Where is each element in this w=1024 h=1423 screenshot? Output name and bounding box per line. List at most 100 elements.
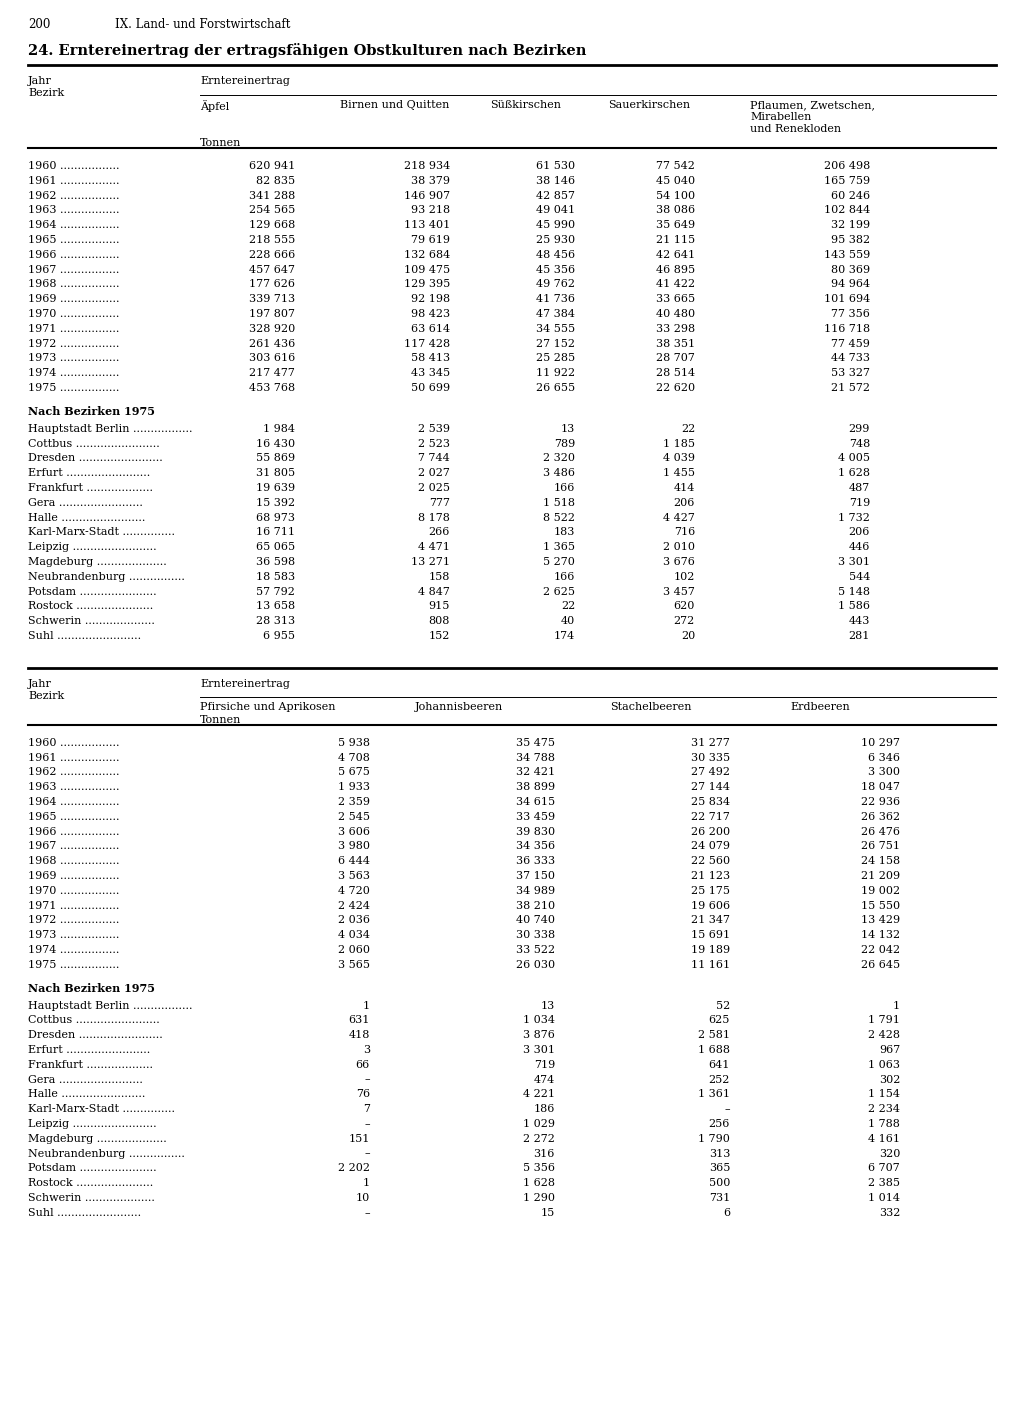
Text: 93 218: 93 218	[411, 205, 450, 215]
Text: 3: 3	[362, 1044, 370, 1054]
Text: 11 922: 11 922	[536, 369, 575, 379]
Text: 1972 .................: 1972 .................	[28, 915, 120, 925]
Text: 13 271: 13 271	[411, 556, 450, 566]
Text: 61 530: 61 530	[536, 161, 575, 171]
Text: 3 301: 3 301	[523, 1044, 555, 1054]
Text: 132 684: 132 684	[403, 250, 450, 260]
Text: und Renekloden: und Renekloden	[750, 124, 841, 134]
Text: 21 123: 21 123	[691, 871, 730, 881]
Text: 1 034: 1 034	[523, 1016, 555, 1026]
Text: 92 198: 92 198	[411, 295, 450, 305]
Text: 54 100: 54 100	[656, 191, 695, 201]
Text: 27 144: 27 144	[691, 783, 730, 793]
Text: 38 146: 38 146	[536, 176, 575, 186]
Text: 25 834: 25 834	[691, 797, 730, 807]
Text: Jahr: Jahr	[28, 679, 52, 689]
Text: 102: 102	[674, 572, 695, 582]
Text: 1969 .................: 1969 .................	[28, 871, 120, 881]
Text: 2 539: 2 539	[418, 424, 450, 434]
Text: 4 039: 4 039	[663, 454, 695, 464]
Text: 4 221: 4 221	[523, 1090, 555, 1100]
Text: 1 628: 1 628	[523, 1178, 555, 1188]
Text: 1975 .................: 1975 .................	[28, 383, 120, 393]
Text: 1 361: 1 361	[698, 1090, 730, 1100]
Text: 6 955: 6 955	[263, 630, 295, 640]
Text: 25 930: 25 930	[536, 235, 575, 245]
Text: 1970 .................: 1970 .................	[28, 885, 120, 896]
Text: 1974 .................: 1974 .................	[28, 945, 120, 955]
Text: Bezirk: Bezirk	[28, 88, 65, 98]
Text: 76: 76	[356, 1090, 370, 1100]
Text: 4 847: 4 847	[418, 586, 450, 596]
Text: 1964 .................: 1964 .................	[28, 797, 120, 807]
Text: 15 392: 15 392	[256, 498, 295, 508]
Text: 252: 252	[709, 1074, 730, 1084]
Text: Dresden ........................: Dresden ........................	[28, 1030, 163, 1040]
Text: 34 555: 34 555	[536, 324, 575, 334]
Text: Potsdam ......................: Potsdam ......................	[28, 586, 157, 596]
Text: Magdeburg ....................: Magdeburg ....................	[28, 556, 167, 566]
Text: 1 791: 1 791	[868, 1016, 900, 1026]
Text: 20: 20	[681, 630, 695, 640]
Text: Johannisbeeren: Johannisbeeren	[415, 702, 503, 712]
Text: 2 025: 2 025	[418, 482, 450, 492]
Text: 1966 .................: 1966 .................	[28, 827, 120, 837]
Text: 2 060: 2 060	[338, 945, 370, 955]
Text: 165 759: 165 759	[824, 176, 870, 186]
Text: 60 246: 60 246	[830, 191, 870, 201]
Text: Erdbeeren: Erdbeeren	[790, 702, 850, 712]
Text: 631: 631	[348, 1016, 370, 1026]
Text: 35 649: 35 649	[656, 221, 695, 231]
Text: 1969 .................: 1969 .................	[28, 295, 120, 305]
Text: 24. Erntereinertrag der ertragsfähigen Obstkulturen nach Bezirken: 24. Erntereinertrag der ertragsfähigen O…	[28, 43, 587, 58]
Text: 22 936: 22 936	[861, 797, 900, 807]
Text: 174: 174	[554, 630, 575, 640]
Text: 4 034: 4 034	[338, 931, 370, 941]
Text: 1 154: 1 154	[868, 1090, 900, 1100]
Text: Potsdam ......................: Potsdam ......................	[28, 1164, 157, 1174]
Text: Suhl ........................: Suhl ........................	[28, 630, 141, 640]
Text: 641: 641	[709, 1060, 730, 1070]
Text: 915: 915	[429, 602, 450, 612]
Text: 13 429: 13 429	[861, 915, 900, 925]
Text: Erfurt ........................: Erfurt ........................	[28, 1044, 151, 1054]
Text: 2 385: 2 385	[868, 1178, 900, 1188]
Text: 2 234: 2 234	[868, 1104, 900, 1114]
Text: 217 477: 217 477	[249, 369, 295, 379]
Text: IX. Land- und Forstwirtschaft: IX. Land- und Forstwirtschaft	[115, 18, 291, 31]
Text: 1970 .................: 1970 .................	[28, 309, 120, 319]
Text: 789: 789	[554, 438, 575, 448]
Text: 3 876: 3 876	[523, 1030, 555, 1040]
Text: 13: 13	[561, 424, 575, 434]
Text: 1965 .................: 1965 .................	[28, 811, 120, 822]
Text: 26 030: 26 030	[516, 959, 555, 970]
Text: 1 586: 1 586	[838, 602, 870, 612]
Text: Jahr: Jahr	[28, 75, 52, 85]
Text: 6 707: 6 707	[868, 1164, 900, 1174]
Text: 21 209: 21 209	[861, 871, 900, 881]
Text: Äpfel: Äpfel	[200, 100, 229, 112]
Text: 719: 719	[534, 1060, 555, 1070]
Text: 1 790: 1 790	[698, 1134, 730, 1144]
Text: 44 733: 44 733	[831, 353, 870, 363]
Text: Tonnen: Tonnen	[200, 138, 242, 148]
Text: Suhl ........................: Suhl ........................	[28, 1208, 141, 1218]
Text: 1 628: 1 628	[838, 468, 870, 478]
Text: 19 002: 19 002	[861, 885, 900, 896]
Text: Hauptstadt Berlin .................: Hauptstadt Berlin .................	[28, 1000, 193, 1010]
Text: 22: 22	[681, 424, 695, 434]
Text: Süßkirschen: Süßkirschen	[490, 100, 561, 110]
Text: 38 351: 38 351	[656, 339, 695, 349]
Text: Bezirk: Bezirk	[28, 690, 65, 700]
Text: 57 792: 57 792	[256, 586, 295, 596]
Text: 28 707: 28 707	[656, 353, 695, 363]
Text: 2 545: 2 545	[338, 811, 370, 822]
Text: 1967 .................: 1967 .................	[28, 841, 120, 851]
Text: 33 298: 33 298	[656, 324, 695, 334]
Text: 3 486: 3 486	[543, 468, 575, 478]
Text: 46 895: 46 895	[656, 265, 695, 275]
Text: 26 362: 26 362	[861, 811, 900, 822]
Text: 281: 281	[849, 630, 870, 640]
Text: 1964 .................: 1964 .................	[28, 221, 120, 231]
Text: 38 899: 38 899	[516, 783, 555, 793]
